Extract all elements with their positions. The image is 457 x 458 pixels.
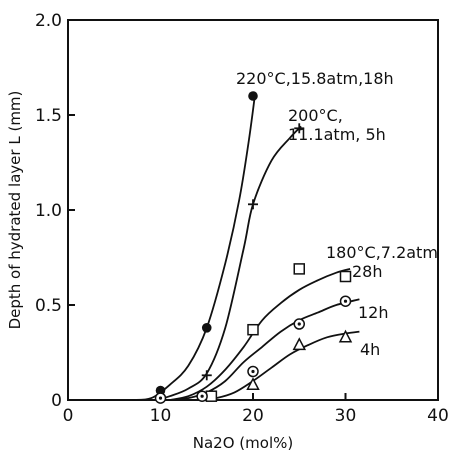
axis-ticks: 0 10 20 30 40 0 0.5 1.0 1.5 2.0	[35, 11, 449, 426]
curve-filled-circle	[132, 95, 256, 401]
data-markers	[154, 91, 353, 404]
y-tick-label: 1.0	[35, 201, 62, 221]
annotation-28h: 28h	[352, 262, 383, 281]
data-point-plus	[201, 370, 212, 381]
data-point-plus	[248, 199, 258, 210]
data-point-triangle	[292, 337, 307, 351]
data-point-plus	[294, 123, 305, 134]
data-point-filled-circle	[201, 323, 212, 333]
data-point-triangle	[338, 329, 353, 343]
x-axis-label: Na2O (mol%)	[193, 434, 293, 452]
y-tick-label: 2.0	[35, 11, 62, 31]
annotation-200C-line2: 11.1atm, 5h	[288, 125, 386, 144]
x-tick-label: 40	[427, 406, 449, 426]
annotation-180C: 180°C,7.2atm	[326, 243, 438, 262]
curve-square	[169, 268, 351, 401]
curve-plus	[155, 125, 302, 401]
x-tick-label: 20	[242, 406, 264, 426]
data-point-triangle	[246, 377, 260, 391]
data-point-square	[293, 263, 305, 275]
curve-triangle	[197, 330, 360, 401]
annotation-4h: 4h	[360, 340, 380, 359]
x-tick-label: 0	[63, 406, 74, 426]
annotation-200C-line1: 200°C,	[288, 106, 343, 125]
data-point-filled-circle	[248, 91, 258, 101]
x-tick-label: 30	[335, 406, 357, 426]
annotation-12h: 12h	[358, 303, 389, 322]
data-point-dotted-circle	[154, 392, 167, 404]
data-point-dotted-circle	[339, 295, 352, 307]
y-tick-label: 0.5	[35, 296, 62, 316]
y-tick-label: 0	[51, 391, 62, 411]
x-tick-label: 10	[150, 406, 172, 426]
data-point-square	[247, 323, 259, 336]
data-point-dotted-circle	[196, 390, 208, 402]
y-axis-label: Depth of hydrated layer L (mm)	[6, 91, 24, 330]
annotation-220C: 220°C,15.8atm,18h	[236, 69, 394, 88]
y-tick-label: 1.5	[35, 106, 62, 126]
data-point-dotted-circle	[247, 365, 259, 378]
data-point-dotted-circle	[293, 318, 305, 330]
data-point-square	[339, 270, 352, 283]
